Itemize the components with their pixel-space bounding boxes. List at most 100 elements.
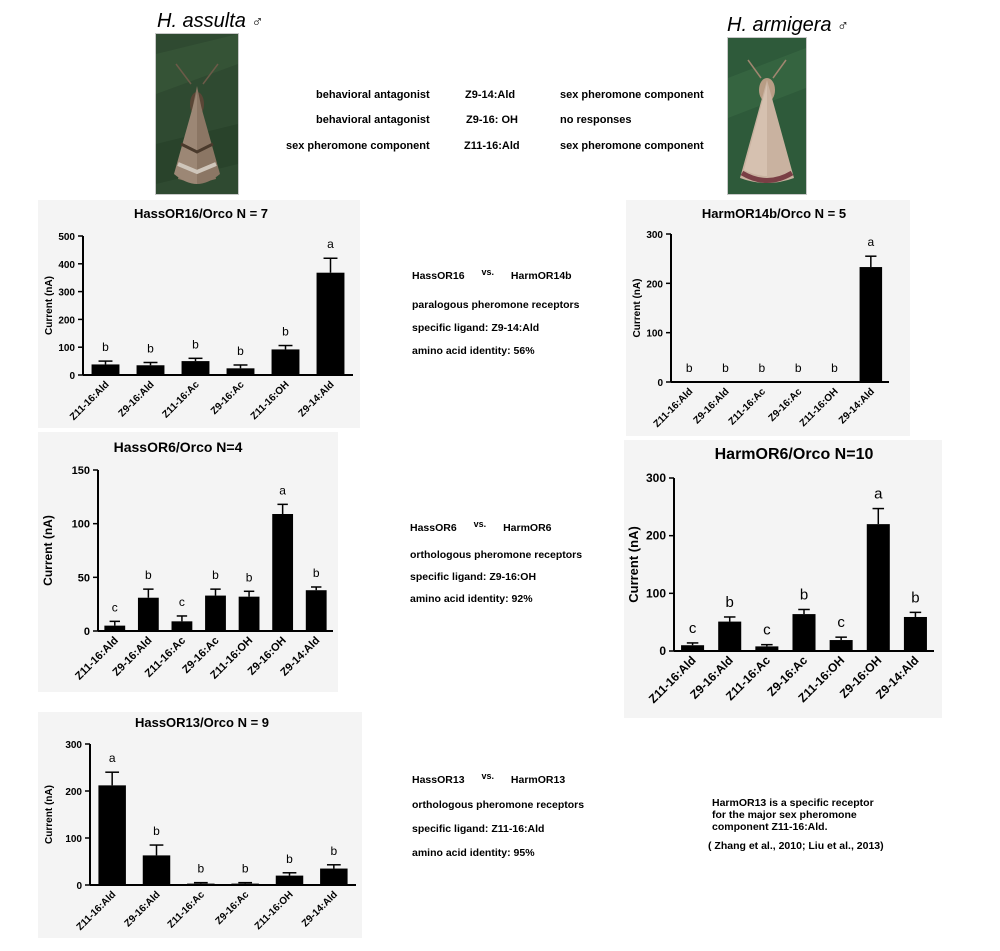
y-tick-label: 300 (646, 471, 666, 485)
x-tick-label: Z11-16:OH (249, 379, 292, 422)
bar (755, 646, 779, 651)
significance-letter: b (686, 361, 693, 375)
comparison-1-line-1: paralogous pheromone receptors (412, 299, 580, 311)
y-tick-label: 0 (84, 626, 90, 638)
comparison-2-line-1: orthologous pheromone receptors (410, 549, 583, 561)
y-tick-label: 100 (646, 329, 663, 340)
left-species-name: H. assulta (157, 10, 246, 32)
y-tick-label: 200 (58, 315, 75, 326)
table-row-2-right: no responses (560, 114, 632, 126)
bar (91, 364, 120, 375)
x-tick-label: Z9-16:Ald (117, 379, 157, 419)
significance-letter: b (313, 566, 320, 580)
significance-letter: c (763, 622, 771, 639)
x-tick-label: Z11-16:Ald (75, 889, 119, 933)
significance-letter: b (722, 361, 729, 375)
bar (137, 597, 159, 631)
x-tick-label: Z11-16:OH (253, 889, 296, 932)
bar (320, 868, 348, 885)
significance-letter: b (282, 325, 289, 339)
chart-hassor6-panel: HassOR6/Orco N=4 Current (nA) 0 50 100 150 c Z1… (38, 432, 338, 692)
bar (136, 365, 165, 375)
male-symbol: ♂ (837, 18, 850, 35)
chart-harmor6-panel: HarmOR6/Orco N=10 Current (nA) 0 100 200 300 c… (624, 440, 942, 718)
left-species-label: H. assulta ♂ (157, 10, 264, 33)
chart-title: HarmOR14b/Orco N = 5 (702, 206, 846, 221)
significance-letter: c (112, 600, 118, 614)
table-row-2-compound: Z9-16: OH (466, 114, 518, 126)
bar (142, 855, 171, 885)
y-tick-label: 100 (58, 343, 75, 354)
x-tick-label: Z11-16:Ac (166, 889, 207, 930)
chart-title: HassOR16/Orco N = 7 (134, 206, 268, 221)
table-row-3-left: sex pheromone component (286, 140, 430, 152)
bar (272, 514, 294, 631)
significance-letter: b (758, 361, 765, 375)
significance-letter: b (192, 337, 199, 351)
y-tick-label: 300 (58, 288, 75, 299)
table-row-1-compound: Z9-14:Ald (465, 89, 516, 101)
x-tick-label: Z11-16:Ald (652, 386, 696, 430)
significance-letter: b (212, 568, 219, 582)
chart-hassor16-panel: HassOR16/Orco N = 7 Current (nA) 0 100 200 30… (38, 200, 360, 428)
comparison-2-line-2: specific ligand: Z9-16:OH (410, 571, 537, 583)
y-tick-label: 0 (657, 378, 663, 389)
significance-letter: c (837, 614, 845, 631)
y-tick-label: 150 (72, 465, 90, 477)
y-tick-label: 100 (646, 586, 666, 600)
x-tick-label: Z9-16:Ald (692, 386, 732, 426)
chart-harmor14b: HarmOR14b/Orco N = 5 Current (nA) 0 100 200 3… (632, 206, 889, 430)
comparison-3-line-3: amino acid identity: 95% (412, 847, 535, 859)
y-tick-label: 200 (65, 787, 82, 798)
chart-title: HassOR13/Orco N = 9 (135, 715, 269, 730)
significance-letter: b (237, 344, 244, 358)
x-tick-label: Z11-16:Ald (68, 379, 112, 423)
significance-letter: b (242, 862, 249, 876)
bar (271, 349, 300, 375)
bar (681, 645, 705, 651)
x-tick-label: Z9-14:Ald (300, 889, 340, 929)
right-species-label: H. armigera ♂ (727, 14, 849, 37)
y-tick-label: 200 (646, 279, 663, 290)
h-assulta-moth-photo (155, 33, 239, 195)
y-axis-label: Current (nA) (626, 526, 641, 603)
harmor13-note: HarmOR13 is a specific receptor for the … (708, 797, 884, 852)
x-tick-label: Z11-16:Ac (160, 379, 201, 420)
table-row-2-left: behavioral antagonist (316, 114, 430, 126)
comparison-3: HassOR13 vs. HarmOR13 orthologous pherom… (412, 771, 584, 859)
y-axis-label: Current (nA) (41, 515, 55, 586)
significance-letter: c (689, 620, 697, 637)
y-tick-label: 300 (65, 740, 82, 751)
comparison-2-a: HassOR6 (410, 522, 457, 534)
x-tick-label: Z9-16:Ald (123, 889, 163, 929)
significance-letter: a (867, 235, 874, 249)
significance-letter: b (330, 844, 337, 858)
comparison-1-line-2: specific ligand: Z9-14:Ald (412, 322, 540, 334)
bar (205, 595, 226, 631)
significance-letter: b (147, 341, 154, 355)
significance-letter: a (327, 237, 334, 251)
h-armigera-moth-photo (727, 37, 807, 195)
significance-letter: b (102, 340, 109, 354)
x-tick-label: Z9-16:Ac (214, 889, 252, 927)
x-tick-label: Z9-14:Ald (297, 379, 337, 419)
table-row-3-compound: Z11-16:Ald (464, 140, 520, 152)
table-row-3-right: sex pheromone component (560, 140, 704, 152)
y-tick-label: 100 (65, 834, 82, 845)
bar (792, 614, 816, 651)
significance-letter: b (145, 568, 152, 582)
comparison-3-a: HassOR13 (412, 774, 465, 786)
comparison-3-vs: vs. (481, 771, 494, 781)
chart-harmor6: HarmOR6/Orco N=10 Current (nA) 0 100 200 300 c… (626, 446, 934, 706)
y-tick-label: 500 (58, 232, 75, 243)
y-axis-label: Current (nA) (632, 279, 643, 338)
comparison-2: HassOR6 vs. HarmOR6 orthologous pheromon… (410, 519, 583, 605)
bar (181, 361, 210, 375)
comparison-1-a: HassOR16 (412, 270, 465, 282)
comparison-2-line-3: amino acid identity: 92% (410, 593, 533, 605)
chart-harmor14b-panel: HarmOR14b/Orco N = 5 Current (nA) 0 100 200 3… (626, 200, 910, 436)
y-tick-label: 300 (646, 230, 663, 241)
bar (305, 590, 327, 631)
y-tick-label: 200 (646, 529, 666, 543)
bar (275, 875, 304, 885)
